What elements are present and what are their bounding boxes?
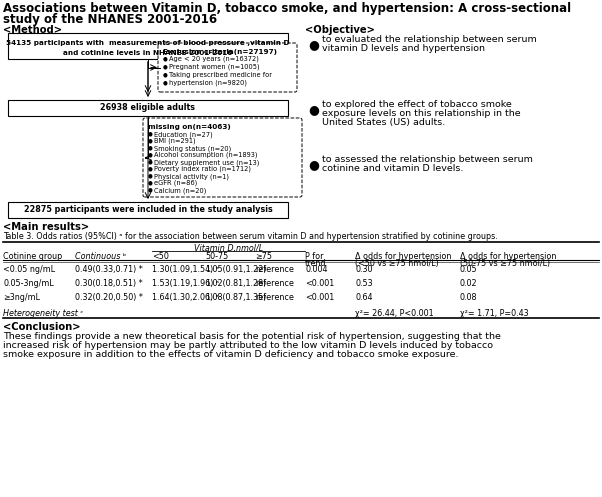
Text: reference: reference: [255, 293, 294, 302]
Text: χ²= 26.44, P<0.001: χ²= 26.44, P<0.001: [355, 309, 433, 318]
Bar: [8, 33, 288, 59]
Text: Exclusion criteria(n=27197): Exclusion criteria(n=27197): [163, 49, 277, 55]
Text: 50-75: 50-75: [205, 252, 228, 261]
Text: reference: reference: [255, 279, 294, 288]
Text: 0.30(0.18,0.51) *: 0.30(0.18,0.51) *: [75, 279, 143, 288]
Text: 0.004: 0.004: [305, 265, 327, 274]
Text: Δ odds for hypertension: Δ odds for hypertension: [460, 252, 556, 261]
Text: trend: trend: [305, 259, 326, 268]
Text: 0.02: 0.02: [460, 279, 477, 288]
Text: United States (US) adults.: United States (US) adults.: [322, 118, 445, 127]
Text: 0.32(0.20,0.50) *: 0.32(0.20,0.50) *: [75, 293, 143, 302]
Text: 0.30: 0.30: [355, 265, 373, 274]
FancyBboxPatch shape: [158, 43, 297, 92]
Text: ●: ●: [148, 152, 153, 157]
Text: χ²= 1.71, P=0.43: χ²= 1.71, P=0.43: [460, 309, 529, 318]
Text: Physical activity (n=1): Physical activity (n=1): [154, 173, 229, 179]
Text: increased risk of hypertension may be partly attributed to the low vitamin D lev: increased risk of hypertension may be pa…: [3, 341, 493, 350]
Text: <Method>: <Method>: [3, 25, 62, 35]
Text: ●: ●: [163, 72, 168, 77]
Text: ●: ●: [148, 173, 153, 178]
Text: 1.64(1.30,2.06) ᵃ: 1.64(1.30,2.06) ᵃ: [152, 293, 219, 302]
Text: to explored the effect of tobacco smoke: to explored the effect of tobacco smoke: [322, 100, 512, 109]
Text: 1.30(1.09,1.54) ᵃ: 1.30(1.09,1.54) ᵃ: [152, 265, 219, 274]
Text: and cotinine levels in NHANES 2001-2016: and cotinine levels in NHANES 2001-2016: [63, 50, 233, 56]
Text: Δ odds for hypertension: Δ odds for hypertension: [355, 252, 452, 261]
Text: 0.05-3ng/mL: 0.05-3ng/mL: [3, 279, 54, 288]
Text: exposure levels on this relationship in the: exposure levels on this relationship in …: [322, 109, 521, 118]
Text: hypertension (n=9820): hypertension (n=9820): [169, 80, 247, 86]
Text: Education (n=27): Education (n=27): [154, 131, 213, 138]
Text: (<50 vs ≥75 nmol/L): (<50 vs ≥75 nmol/L): [355, 259, 439, 268]
Text: <Main results>: <Main results>: [3, 222, 89, 232]
Text: ●: ●: [148, 159, 153, 164]
Text: Calcium (n=20): Calcium (n=20): [154, 187, 206, 193]
Text: (50-75 vs ≥75 nmol/L): (50-75 vs ≥75 nmol/L): [460, 259, 550, 268]
Text: <0.05 ng/mL: <0.05 ng/mL: [3, 265, 55, 274]
Text: Smoking status (n=20): Smoking status (n=20): [154, 145, 231, 152]
Text: 1.08(0.87,1.35): 1.08(0.87,1.35): [205, 293, 266, 302]
Text: 0.53: 0.53: [355, 279, 373, 288]
Bar: [8, 202, 288, 218]
Text: BMI (n=291): BMI (n=291): [154, 138, 196, 145]
Text: 54135 participants with  measurements of blood pressure ,vitamin D: 54135 participants with measurements of …: [6, 40, 290, 46]
Text: Cotinine group: Cotinine group: [3, 252, 62, 261]
Text: <0.001: <0.001: [305, 279, 334, 288]
Text: 1.05(0.91,1.22): 1.05(0.91,1.22): [205, 265, 267, 274]
Bar: [8, 100, 288, 116]
Text: ●: ●: [148, 131, 153, 136]
Text: Dietary supplement use (n=13): Dietary supplement use (n=13): [154, 159, 259, 166]
Text: 1.02(0.81,1.28): 1.02(0.81,1.28): [205, 279, 266, 288]
Text: eGFR (n=86): eGFR (n=86): [154, 180, 197, 186]
Text: 0.64: 0.64: [355, 293, 373, 302]
Text: Vitamin D,nmol/L: Vitamin D,nmol/L: [194, 244, 263, 253]
Text: ●: ●: [163, 64, 168, 69]
Text: reference: reference: [255, 265, 294, 274]
Text: <Objective>: <Objective>: [305, 25, 375, 35]
Text: Poverty index ratio (n=1712): Poverty index ratio (n=1712): [154, 166, 251, 172]
Text: ●: ●: [163, 56, 168, 61]
Text: Pregnant women (n=1005): Pregnant women (n=1005): [169, 64, 259, 71]
Text: ●: ●: [148, 145, 153, 150]
Text: cotinine and vitamin D levels.: cotinine and vitamin D levels.: [322, 164, 464, 173]
Text: 26938 eligible adults: 26938 eligible adults: [101, 102, 196, 111]
Text: ●: ●: [148, 166, 153, 171]
Text: ●: ●: [148, 187, 153, 192]
Text: Age < 20 years (n=16372): Age < 20 years (n=16372): [169, 56, 259, 63]
Text: <0.001: <0.001: [305, 293, 334, 302]
Text: ●: ●: [308, 158, 319, 171]
Text: 0.49(0.33,0.71) *: 0.49(0.33,0.71) *: [75, 265, 143, 274]
Text: <Conclusion>: <Conclusion>: [3, 322, 81, 332]
Text: Continuous ᵇ: Continuous ᵇ: [75, 252, 126, 261]
Text: ≥3ng/mL: ≥3ng/mL: [3, 293, 40, 302]
FancyBboxPatch shape: [143, 118, 302, 197]
Text: 22875 participants were included in the study analysis: 22875 participants were included in the …: [23, 204, 272, 214]
Text: study of the NHANES 2001-2016: study of the NHANES 2001-2016: [3, 13, 217, 26]
Text: Taking prescribed medicine for: Taking prescribed medicine for: [169, 72, 272, 78]
Text: 1.53(1.19,1.96) ᵃ: 1.53(1.19,1.96) ᵃ: [152, 279, 219, 288]
Text: missing on(n=4063): missing on(n=4063): [148, 124, 231, 130]
Text: ●: ●: [163, 80, 168, 85]
Text: P for: P for: [305, 252, 323, 261]
Text: to evaluated the relationship between serum: to evaluated the relationship between se…: [322, 35, 537, 44]
Text: ≥75: ≥75: [255, 252, 272, 261]
Text: ●: ●: [148, 180, 153, 185]
Text: ●: ●: [308, 103, 319, 116]
Text: ●: ●: [148, 138, 153, 143]
Text: These findings provide a new theoretical basis for the potential risk of hyperte: These findings provide a new theoretical…: [3, 332, 501, 341]
Text: vitamin D levels and hypertension: vitamin D levels and hypertension: [322, 44, 485, 53]
Text: Alcohol consumption (n=1893): Alcohol consumption (n=1893): [154, 152, 258, 159]
Text: Table 3. Odds ratios (95%CI) ᵃ for the association between serum vitamin D and h: Table 3. Odds ratios (95%CI) ᵃ for the a…: [3, 232, 498, 241]
Text: <50: <50: [152, 252, 169, 261]
Text: smoke exposure in addition to the effects of vitamin D deficiency and tobacco sm: smoke exposure in addition to the effect…: [3, 350, 459, 359]
Text: Associations between Vitamin D, tobacco smoke, and hypertension: A cross-section: Associations between Vitamin D, tobacco …: [3, 2, 571, 15]
Text: Heterogeneity test ᶜ: Heterogeneity test ᶜ: [3, 309, 83, 318]
Text: 0.08: 0.08: [460, 293, 477, 302]
Text: ●: ●: [308, 38, 319, 51]
Text: to assessed the relationship between serum: to assessed the relationship between ser…: [322, 155, 533, 164]
Text: 0.05: 0.05: [460, 265, 477, 274]
